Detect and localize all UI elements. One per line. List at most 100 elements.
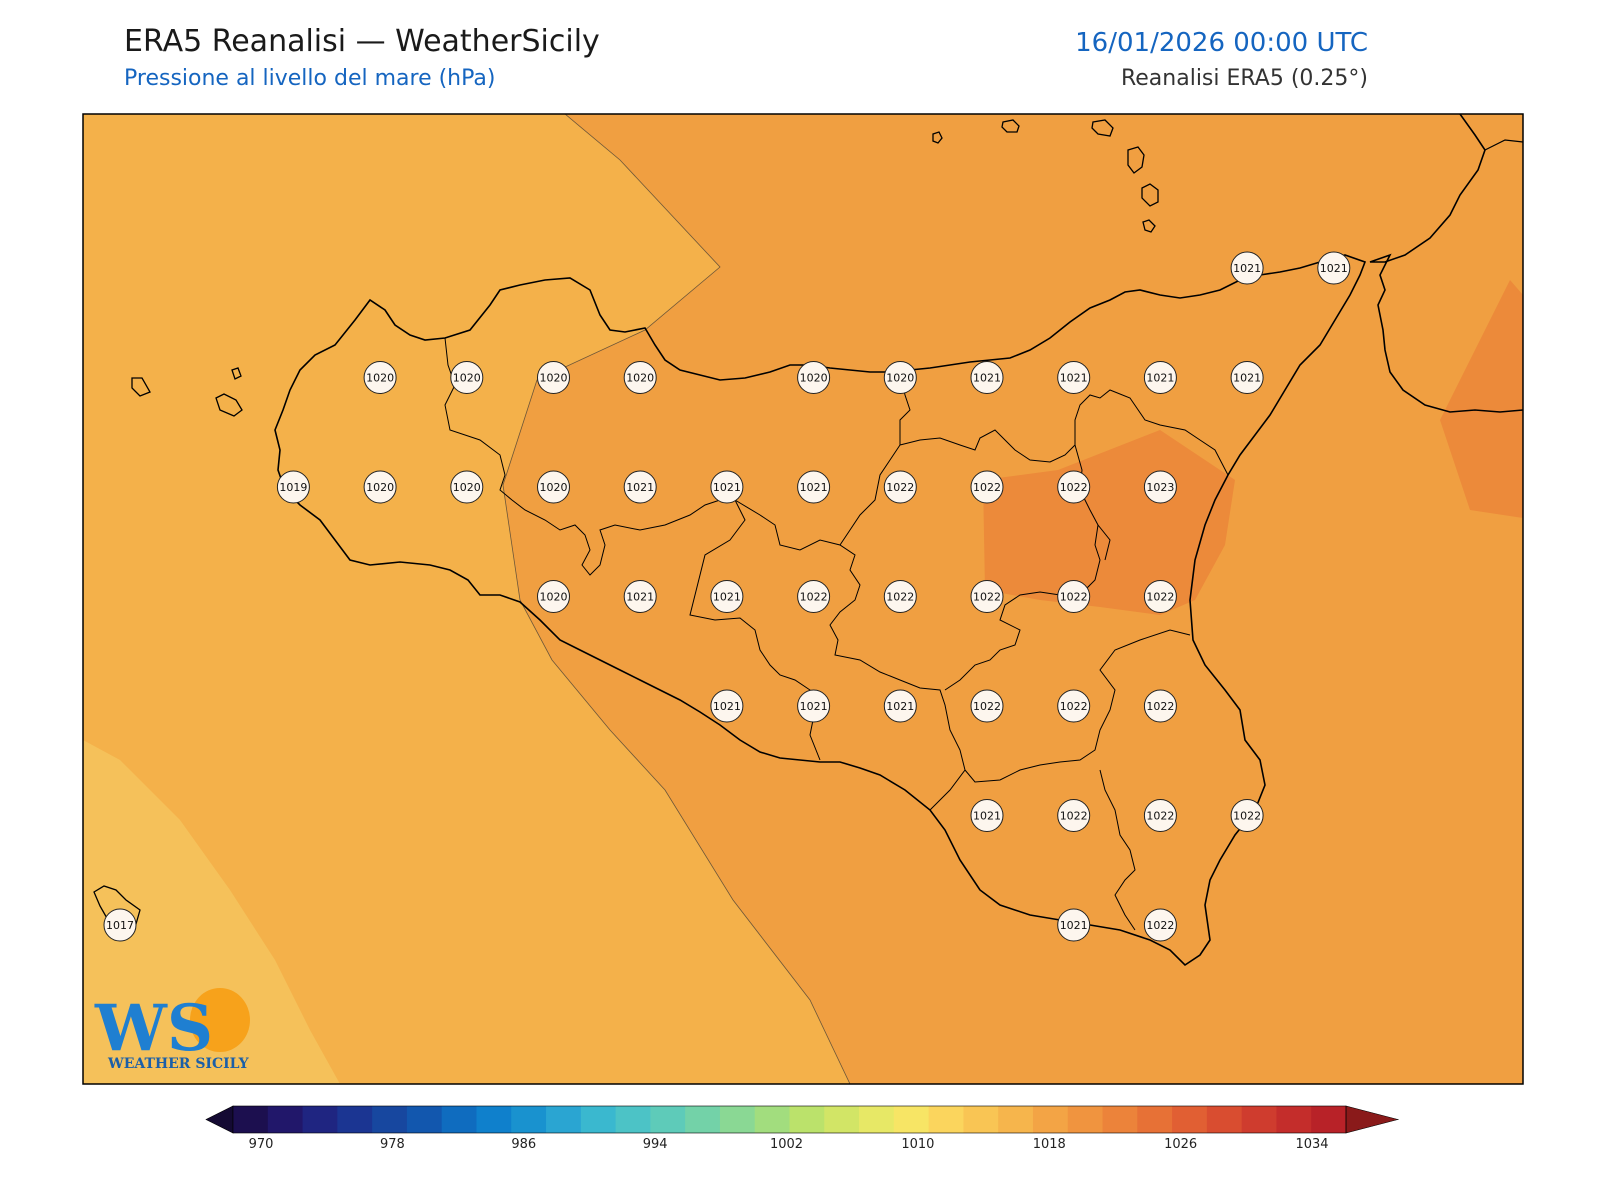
colorbar-segment — [1032, 1106, 1069, 1133]
station-value: 1022 — [1146, 700, 1174, 713]
station-value: 1020 — [453, 372, 481, 385]
colorbar-segment — [998, 1106, 1034, 1133]
calabria-coast — [1369, 114, 1523, 413]
colorbar-tick-label: 1018 — [1033, 1137, 1066, 1152]
station-value: 1022 — [1146, 591, 1174, 604]
station-circle — [363, 361, 397, 394]
colorbar-segment — [789, 1106, 825, 1133]
station-marker: 1021 — [1057, 361, 1091, 394]
colorbar-segment — [754, 1106, 790, 1133]
station-value: 1022 — [1060, 591, 1088, 604]
station-marker: 1021 — [970, 799, 1004, 832]
colorbar-segment — [1311, 1106, 1347, 1133]
colorbar: 970 978 986 994 1002 1010 1018 1026 1034 — [205, 1105, 1400, 1152]
colorbar-segment — [267, 1106, 304, 1133]
station-circle — [450, 470, 484, 504]
station-value: 1022 — [886, 481, 914, 494]
station-value: 1020 — [800, 372, 828, 385]
colorbar-segment — [337, 1106, 373, 1133]
station-value: 1021 — [713, 700, 741, 713]
pressure-field — [83, 114, 1523, 1084]
station-marker: 1019 — [276, 470, 310, 504]
province-borders — [444, 337, 1229, 931]
station-value: 1021 — [973, 372, 1001, 385]
station-circle — [537, 580, 570, 613]
station-circle — [537, 470, 570, 504]
station-marker: 1022 — [1230, 799, 1264, 832]
station-circle — [1143, 799, 1177, 832]
station-value: 1022 — [886, 591, 914, 604]
station-markers: 1021 1021 1020 1020 1020 1020 1020 1020 1021 1021… — [103, 251, 1351, 942]
station-circle — [883, 689, 917, 723]
colorbar-tick-label: 1010 — [901, 1137, 934, 1152]
station-circle — [1057, 689, 1091, 723]
station-circle — [970, 580, 1004, 613]
map-frame — [82, 113, 1524, 1085]
station-circle — [883, 470, 917, 504]
station-marker: 1020 — [363, 470, 397, 504]
station-circle — [537, 361, 570, 394]
station-circle — [710, 470, 744, 504]
station-circle — [1143, 470, 1177, 504]
station-circle — [363, 470, 397, 504]
station-value: 1022 — [1060, 700, 1088, 713]
station-marker: 1021 — [623, 580, 657, 613]
station-marker: 1022 — [797, 580, 831, 613]
colorbar-frame — [232, 1105, 1347, 1134]
map-title: ERA5 Reanalisi — WeatherSicily — [124, 24, 600, 59]
station-marker: 1022 — [1143, 689, 1177, 723]
station-value: 1021 — [800, 700, 828, 713]
station-marker: 1020 — [537, 470, 570, 504]
station-marker: 1022 — [1057, 580, 1091, 613]
colorbar-segment — [580, 1106, 617, 1133]
station-value: 1022 — [1146, 810, 1174, 823]
station-circle — [1057, 799, 1091, 832]
aeolian-islands — [932, 119, 1159, 233]
colorbar-segment — [476, 1106, 512, 1133]
colorbar-segment — [1102, 1106, 1138, 1133]
weathersicily-logo: WS WEATHER SICILY — [94, 988, 250, 1072]
station-value: 1021 — [886, 700, 914, 713]
colorbar-tick-label: 994 — [643, 1137, 668, 1152]
station-circle — [1317, 251, 1351, 285]
station-marker: 1021 — [710, 470, 744, 504]
station-marker: 1022 — [883, 580, 917, 613]
station-marker: 1020 — [883, 361, 917, 394]
station-value: 1021 — [626, 481, 654, 494]
station-value: 1022 — [800, 591, 828, 604]
band-1016 — [83, 740, 340, 1084]
station-circle — [1230, 799, 1264, 832]
station-marker: 1021 — [1230, 361, 1264, 394]
station-marker: 1021 — [1230, 251, 1264, 285]
station-marker: 1020 — [450, 361, 484, 394]
data-source: Reanalisi ERA5 (0.25°) — [1120, 66, 1368, 91]
station-circle — [1230, 251, 1264, 285]
station-circle — [710, 580, 744, 613]
logo-sun-icon — [190, 988, 250, 1052]
station-marker: 1022 — [970, 470, 1004, 504]
station-circle — [797, 361, 831, 394]
station-marker: 1020 — [363, 361, 397, 394]
colorbar-segment — [511, 1106, 547, 1133]
colorbar-segment — [650, 1106, 686, 1133]
station-circle — [710, 689, 744, 723]
station-value: 1020 — [540, 372, 568, 385]
station-marker: 1017 — [103, 908, 137, 942]
station-value: 1022 — [973, 591, 1001, 604]
station-circle — [1143, 580, 1177, 613]
band-1022-east — [1440, 280, 1523, 518]
station-circle — [797, 470, 831, 504]
colorbar-segment — [893, 1106, 930, 1133]
pantelleria-island — [93, 885, 141, 929]
station-marker: 1021 — [797, 689, 831, 723]
colorbar-segment — [859, 1106, 895, 1133]
station-marker: 1021 — [1143, 361, 1177, 394]
station-marker: 1020 — [537, 361, 570, 394]
station-marker: 1021 — [1317, 251, 1351, 285]
station-marker: 1022 — [1143, 799, 1177, 832]
station-value: 1021 — [1146, 372, 1174, 385]
station-circle — [970, 689, 1004, 723]
station-circle — [1057, 361, 1091, 394]
band-1018 — [83, 114, 850, 1084]
